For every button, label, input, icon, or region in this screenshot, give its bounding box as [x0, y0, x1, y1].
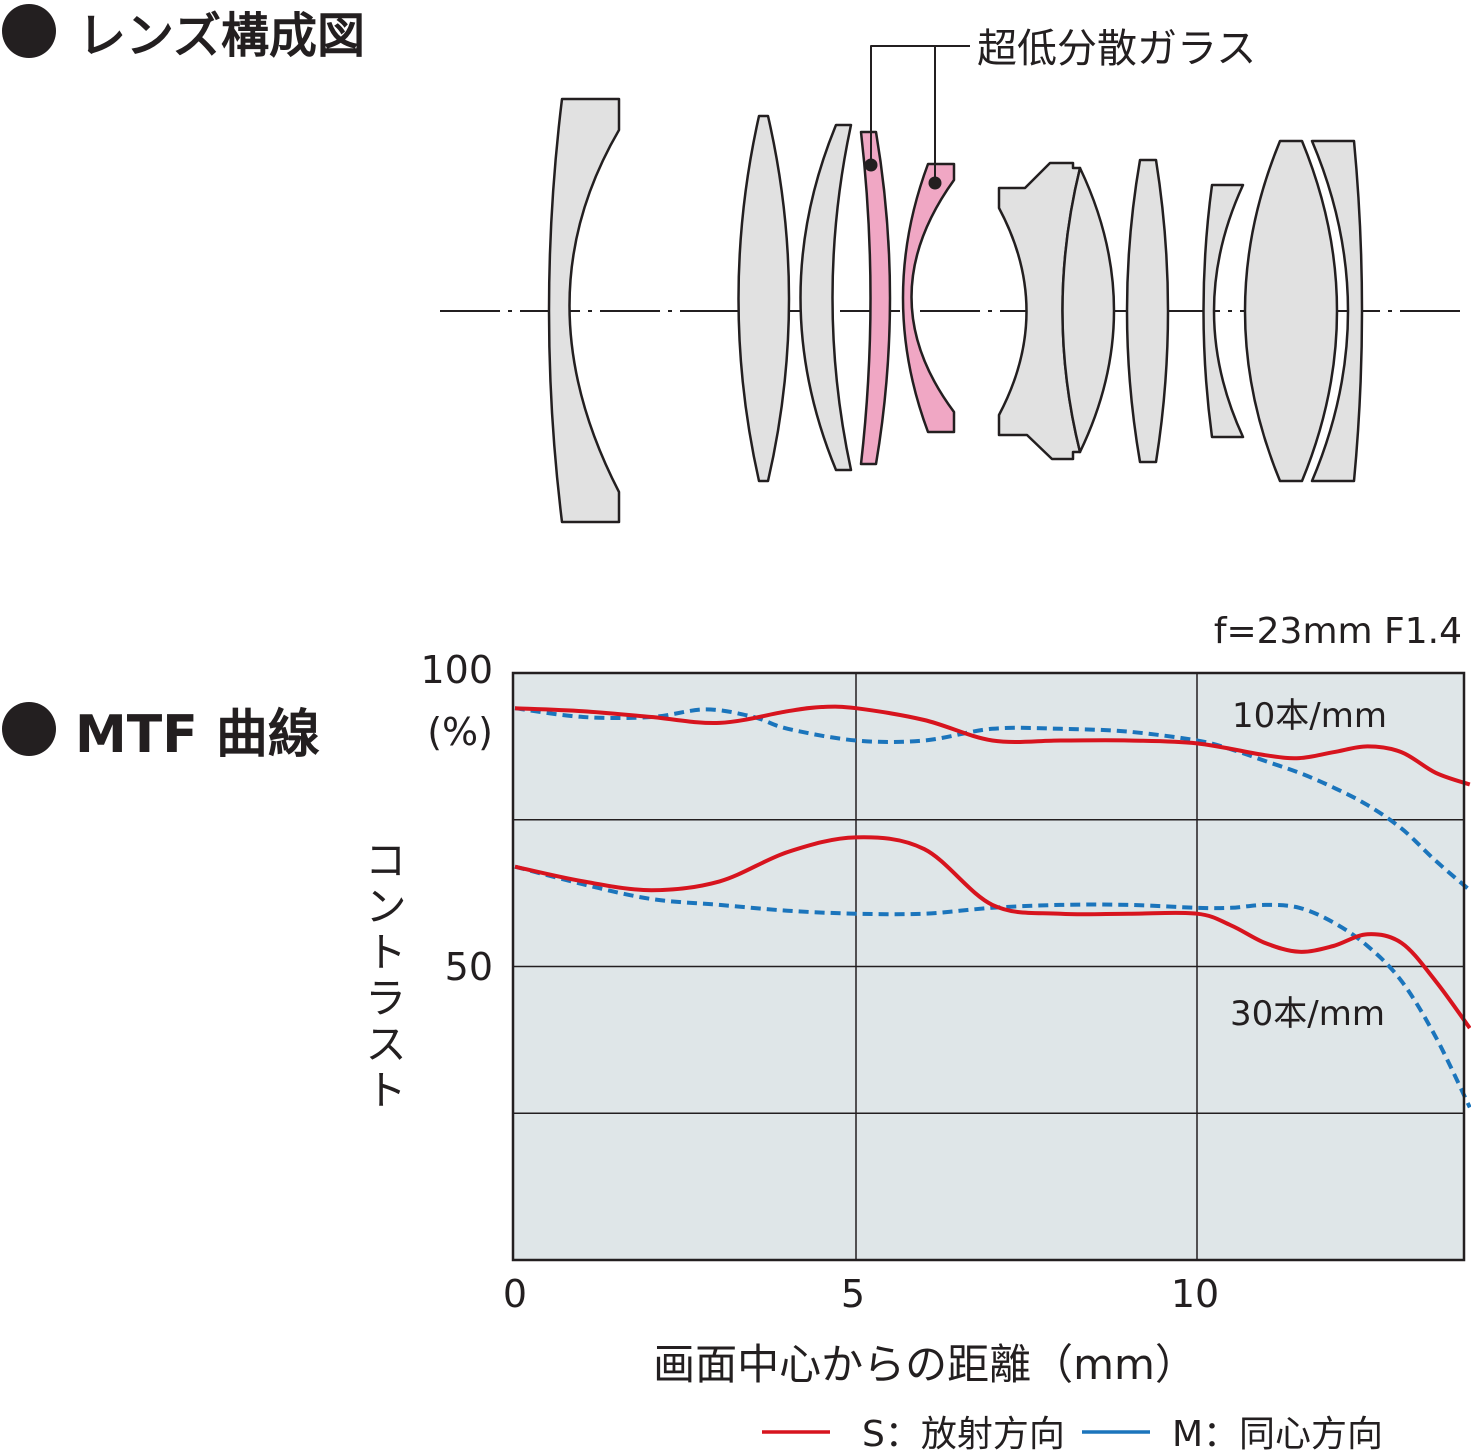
mtf-chart: f=23mm F1.4 100 (%) 50 コントラスト 0 5 10 画面中… — [359, 611, 1471, 1454]
legend: S：放射方向 M：同心方向 — [762, 1414, 1383, 1454]
x-tick-label: 5 — [841, 1272, 865, 1316]
series-line-10-lines-m — [514, 706, 1471, 892]
y-axis-label: コントラスト — [359, 838, 408, 1114]
lens-element-7 — [1061, 166, 1116, 454]
series-line-10-lines-s — [514, 704, 1471, 787]
x-axis-label: 画面中心からの距離（mm） — [653, 1340, 1197, 1389]
bullet-icon — [2, 4, 56, 58]
grid-lines — [513, 673, 1464, 1260]
series-line-30-lines-s — [514, 835, 1471, 1030]
lens-element-2 — [737, 114, 791, 483]
mtf-heading-text: MTF 曲線 — [75, 705, 320, 765]
lens-section-heading: レンズ構成図 — [2, 4, 365, 64]
y-tick-label: 50 — [445, 945, 493, 989]
plot-frame — [511, 671, 1466, 1262]
lens-element-10 — [1243, 139, 1339, 483]
annotation-30-lines: 30本/mm — [1230, 994, 1385, 1034]
annotation-10-lines: 10本/mm — [1232, 696, 1387, 736]
mtf-section-heading: MTF 曲線 — [2, 702, 320, 765]
lens-element-9 — [1202, 183, 1245, 439]
series-layer — [514, 704, 1471, 1109]
ed-glass-callout — [864, 45, 970, 190]
bullet-icon — [2, 702, 56, 756]
x-tick-label: 10 — [1171, 1272, 1219, 1316]
lens-diagram — [440, 45, 1463, 524]
legend-label-s: S：放射方向 — [862, 1414, 1065, 1454]
series-line-30-lines-m — [514, 864, 1471, 1109]
lens-heading-text: レンズ構成図 — [78, 8, 365, 64]
chart-title: f=23mm F1.4 — [1214, 611, 1462, 652]
lens-element-1 — [547, 97, 621, 524]
ed-glass-label: 超低分散ガラス — [977, 26, 1256, 72]
lens-element-3 — [799, 123, 853, 472]
callout-dot — [928, 176, 942, 190]
callout-dot — [864, 158, 878, 172]
callout-leader-line — [870, 45, 970, 165]
y-unit-label: (%) — [427, 710, 493, 754]
lens-element-5-ed-glass — [901, 162, 956, 434]
y-tick-label: 100 — [420, 648, 493, 692]
lens-element-4-ed-glass — [859, 130, 892, 466]
x-tick-label: 0 — [503, 1272, 527, 1316]
legend-label-m: M：同心方向 — [1172, 1414, 1383, 1454]
lens-element-11 — [1310, 139, 1364, 483]
lens-element-8 — [1125, 158, 1170, 464]
